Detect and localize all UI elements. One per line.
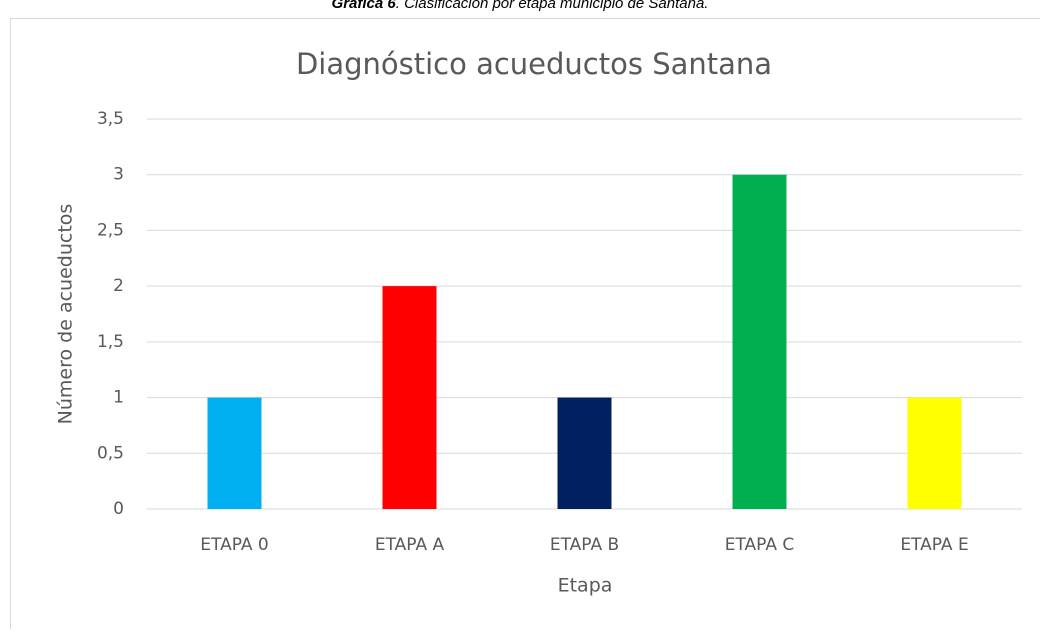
y-axis-label: Número de acueductos bbox=[55, 204, 77, 425]
y-tick-label: 1,5 bbox=[97, 332, 124, 352]
y-tick-label: 3,5 bbox=[97, 109, 124, 129]
bar bbox=[383, 286, 437, 509]
y-tick-label: 0,5 bbox=[97, 443, 124, 463]
bar bbox=[558, 398, 612, 509]
caption-label: Gráfica 6 bbox=[332, 0, 397, 12]
y-tick-label: 0 bbox=[113, 499, 124, 519]
chart-border bbox=[11, 19, 1040, 630]
caption: Gráfica 6. Clasificación por etapa munic… bbox=[332, 0, 709, 12]
x-tick-label: ETAPA A bbox=[375, 535, 445, 555]
bar bbox=[908, 398, 962, 509]
caption-text: . Clasificación por etapa municipio de S… bbox=[396, 0, 709, 12]
x-tick-label: ETAPA B bbox=[550, 535, 619, 555]
y-tick-label: 2 bbox=[113, 276, 124, 296]
x-tick-label: ETAPA 0 bbox=[200, 535, 268, 555]
bar bbox=[208, 398, 262, 509]
bar bbox=[733, 175, 787, 509]
y-tick-label: 2,5 bbox=[97, 220, 124, 240]
x-axis-label: Etapa bbox=[558, 575, 613, 597]
y-tick-label: 1 bbox=[113, 388, 124, 408]
x-tick-label: ETAPA C bbox=[725, 535, 795, 555]
y-tick-label: 3 bbox=[113, 165, 124, 185]
x-tick-label: ETAPA E bbox=[900, 535, 968, 555]
chart-title: Diagnóstico acueductos Santana bbox=[296, 47, 772, 81]
